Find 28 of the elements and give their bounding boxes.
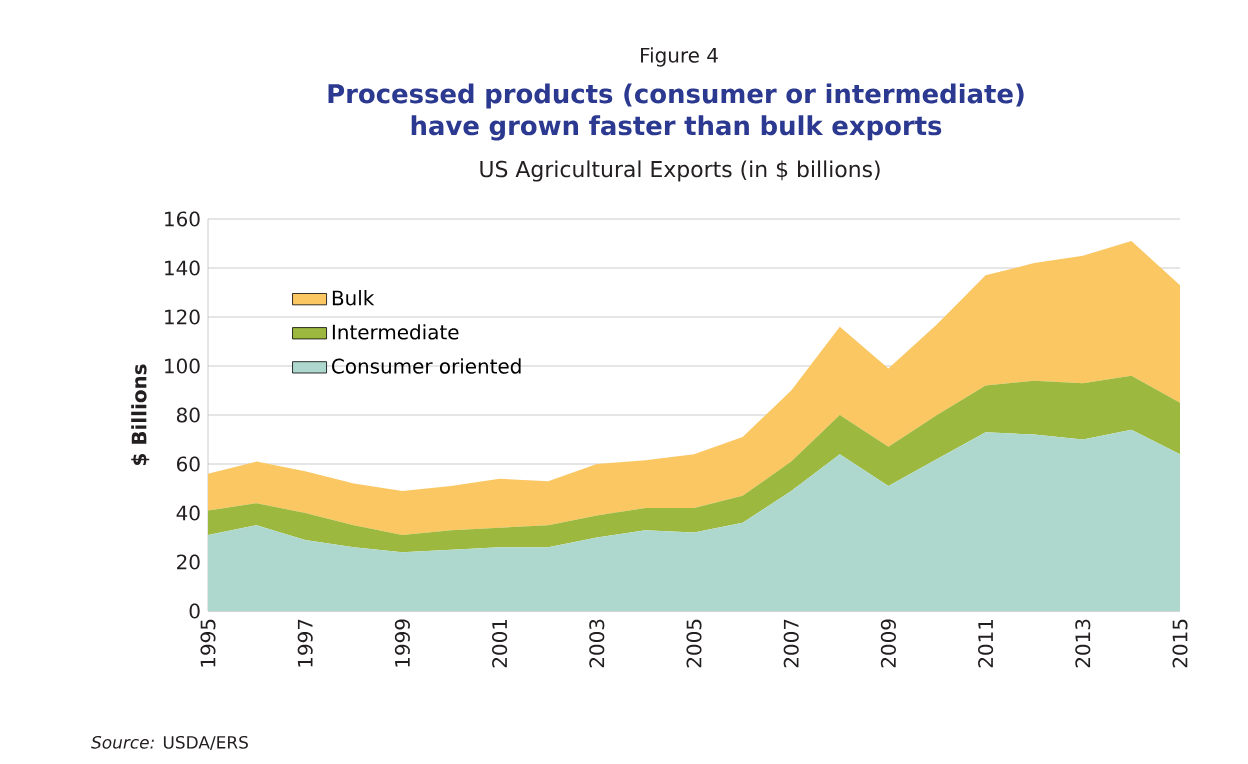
y-tick-label: 60 — [177, 456, 200, 472]
caption: Figure 4 — [641, 47, 718, 67]
x-tick-label: 1999 — [394, 619, 410, 667]
x-tick-label: 1995 — [200, 619, 216, 667]
y-tick-label: 80 — [176, 407, 200, 423]
x-tick-label: 2013 — [1075, 619, 1091, 668]
x-tick-label: 2001 — [492, 619, 508, 668]
y-tick-label: 40 — [176, 505, 200, 521]
y-tick-label: 160 — [165, 211, 200, 227]
legend-label: Bulk — [332, 290, 375, 306]
y-tick-label: 0 — [189, 603, 200, 619]
legend-label: Intermediate — [332, 324, 459, 340]
y-axis-title: $ Billions — [131, 364, 150, 465]
x-tick-label: 2011 — [978, 619, 994, 668]
chart-subtitle: US Agricultural Exports (in $ billions) — [480, 160, 880, 182]
x-tick-label: 1997 — [297, 619, 313, 667]
x-tick-label: 2005 — [686, 619, 702, 668]
x-tick-label: 2003 — [589, 619, 605, 668]
legend-label: Consumer oriented — [332, 358, 521, 374]
y-tick-label: 120 — [165, 309, 200, 325]
x-tick-label: 2015 — [1172, 619, 1188, 668]
x-tick-label: 2009 — [880, 619, 896, 668]
y-tick-label: 100 — [165, 358, 200, 374]
y-tick-label: 140 — [165, 260, 200, 276]
y-tick-label: 20 — [177, 554, 200, 570]
x-tick-label: 2007 — [783, 619, 799, 668]
chart-title: Processed products (consumer or intermediate) have grown faster than bulk exports — [328, 83, 1024, 141]
text: Source: USDA/ERS — [91, 735, 248, 751]
